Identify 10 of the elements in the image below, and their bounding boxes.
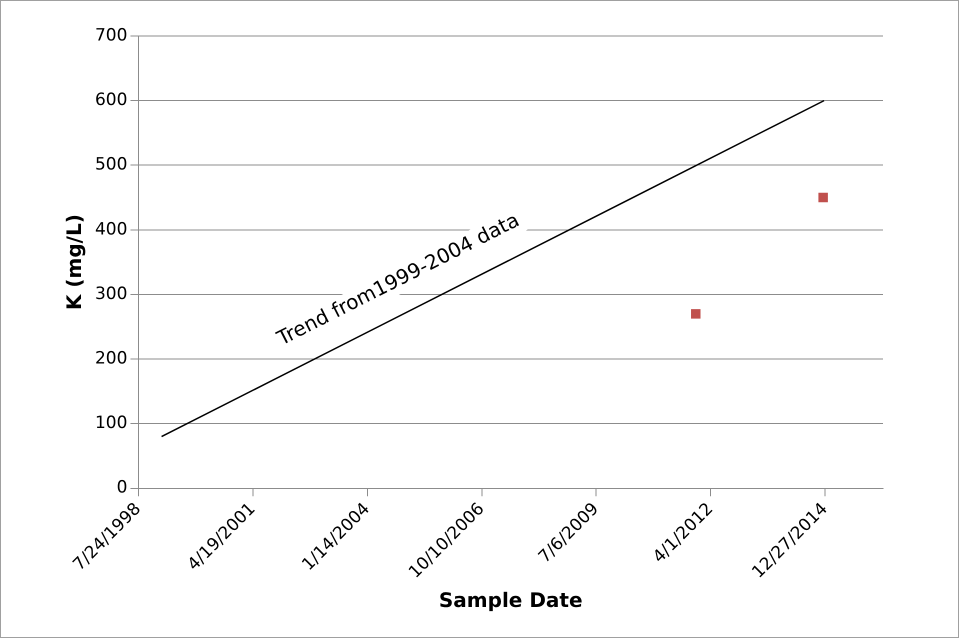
y-tick-label: 600 — [94, 90, 128, 110]
y-tick-label: 0 — [116, 478, 128, 498]
y-tick-label: 700 — [94, 25, 128, 46]
x-axis-title: Sample Date — [438, 588, 583, 612]
y-tick-label: 500 — [94, 154, 128, 175]
y-tick-label: 400 — [94, 219, 128, 240]
y-axis-title: K (mg/L) — [62, 214, 86, 310]
y-tick-label: 200 — [94, 348, 128, 368]
y-tick-label: 100 — [94, 413, 128, 434]
y-tick-label: 300 — [94, 284, 128, 304]
